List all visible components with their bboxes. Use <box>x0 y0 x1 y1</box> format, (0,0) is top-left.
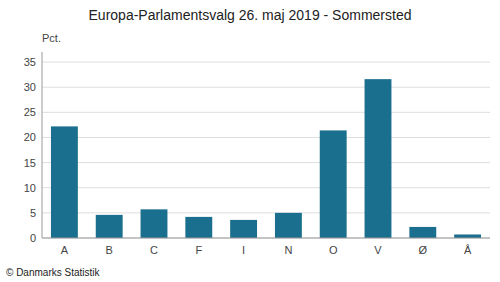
bar <box>96 215 123 238</box>
x-tick-label: A <box>61 244 69 256</box>
chart-container: Europa-Parlamentsvalg 26. maj 2019 - Som… <box>0 0 500 282</box>
x-tick-label: B <box>106 244 113 256</box>
footer: © Danmarks Statistik <box>6 267 101 278</box>
y-tick-label: 15 <box>24 157 36 169</box>
x-tick-label: C <box>150 244 158 256</box>
y-tick-label: 5 <box>30 207 36 219</box>
y-tick-label: 30 <box>24 81 36 93</box>
y-tick-label: 25 <box>24 106 36 118</box>
bar <box>185 217 212 238</box>
x-tick-label: O <box>329 244 338 256</box>
x-tick-label: Å <box>464 244 472 256</box>
x-tick-label: I <box>242 244 245 256</box>
bar <box>141 209 168 238</box>
bar <box>275 213 302 238</box>
bars <box>51 79 481 238</box>
y-tick-label: 10 <box>24 182 36 194</box>
grid-line <box>42 87 490 88</box>
bar <box>51 126 78 238</box>
x-tick-label: V <box>374 244 382 256</box>
x-axis-line <box>42 238 490 239</box>
y-axis-label: Pct. <box>42 32 61 44</box>
bar <box>409 227 436 238</box>
y-axis-line <box>42 52 43 238</box>
grid-line <box>42 187 490 188</box>
x-tick-label: Ø <box>419 244 428 256</box>
grid-line <box>42 162 490 163</box>
grid-line <box>42 212 490 213</box>
y-tick-label: 0 <box>30 232 36 244</box>
grid-line <box>42 137 490 138</box>
grid-line <box>42 238 490 239</box>
bar <box>454 234 481 238</box>
grid-line <box>42 112 490 113</box>
x-tick-label: N <box>284 244 292 256</box>
bar <box>230 220 257 238</box>
grid <box>42 62 490 238</box>
y-tick-label: 35 <box>24 56 36 68</box>
grid-line <box>42 62 490 63</box>
title: Europa-Parlamentsvalg 26. maj 2019 - Som… <box>89 7 412 23</box>
x-tick-label: F <box>195 244 202 256</box>
chart: Europa-Parlamentsvalg 26. maj 2019 - Som… <box>0 0 500 282</box>
bar <box>320 130 347 238</box>
bar <box>365 79 392 238</box>
y-tick-label: 20 <box>24 131 36 143</box>
